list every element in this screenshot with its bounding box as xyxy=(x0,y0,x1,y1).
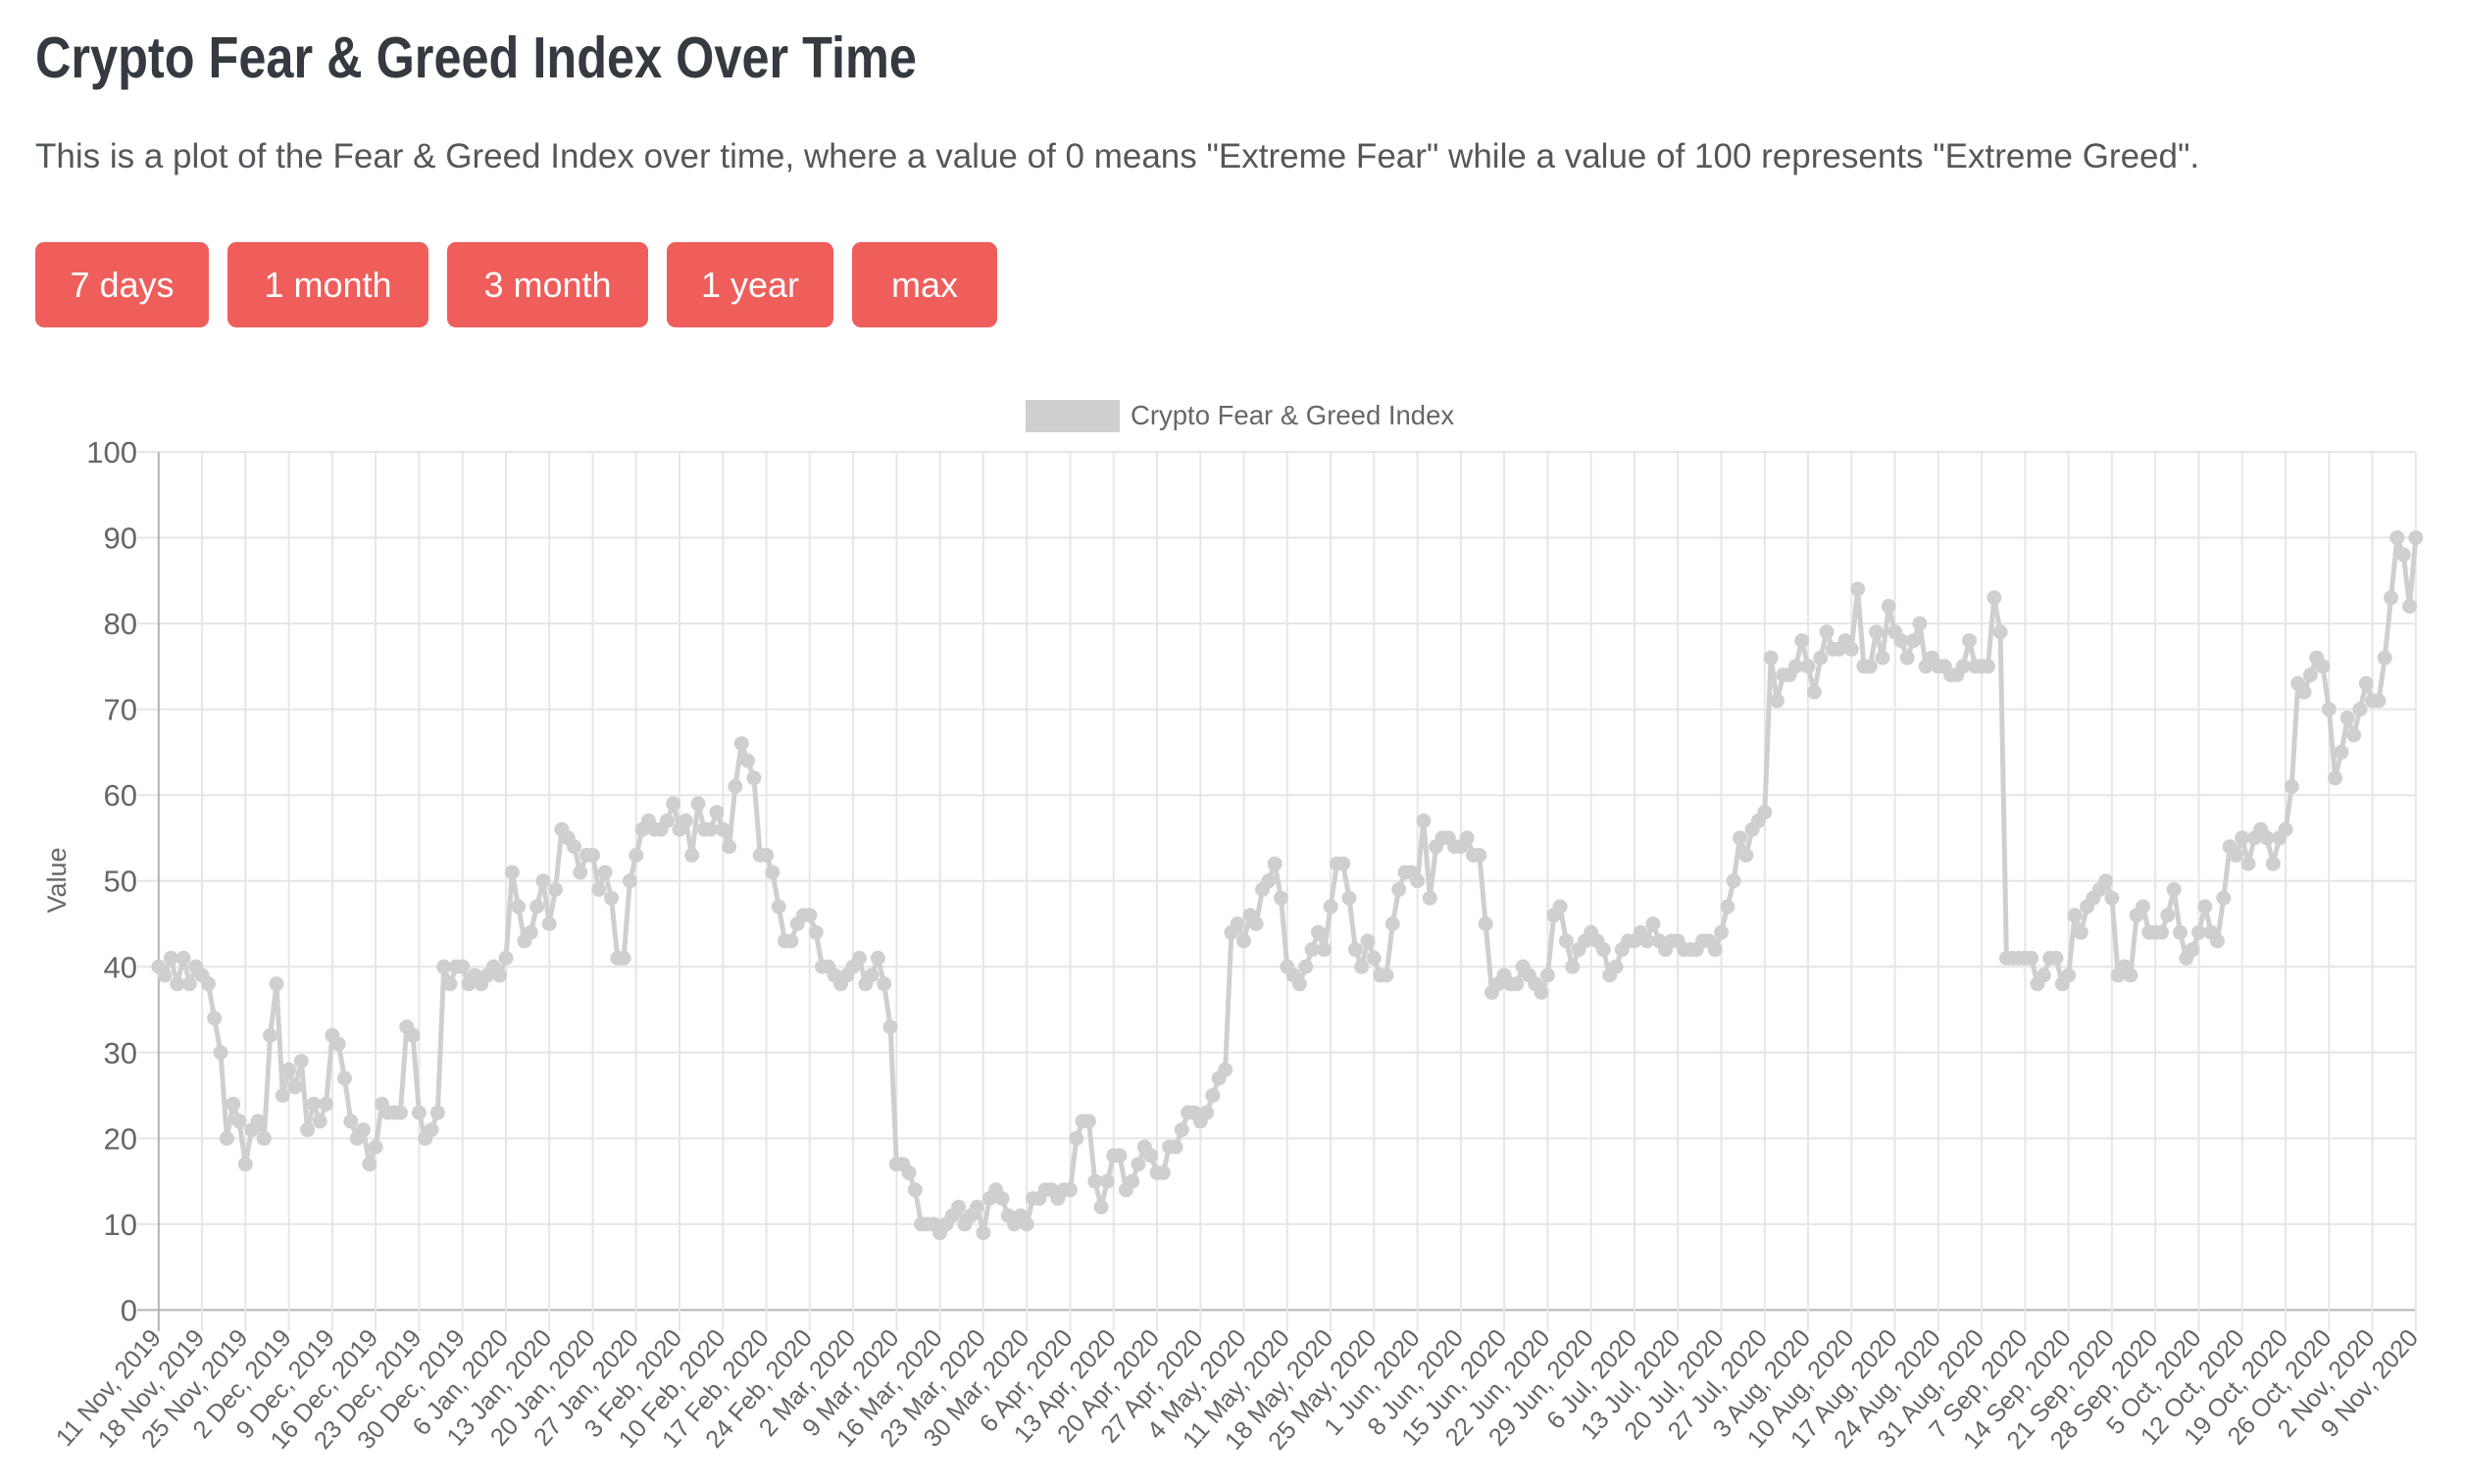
svg-text:30: 30 xyxy=(104,1036,137,1070)
svg-text:0: 0 xyxy=(121,1294,137,1328)
svg-text:80: 80 xyxy=(104,607,137,641)
svg-text:90: 90 xyxy=(104,521,137,556)
svg-text:60: 60 xyxy=(104,778,137,813)
svg-text:20: 20 xyxy=(104,1121,137,1156)
svg-text:10: 10 xyxy=(104,1208,137,1242)
svg-text:70: 70 xyxy=(104,693,137,727)
svg-text:Crypto Fear & Greed Index: Crypto Fear & Greed Index xyxy=(1131,400,1454,430)
svg-text:100: 100 xyxy=(86,435,137,470)
svg-text:Value: Value xyxy=(42,847,72,913)
svg-text:40: 40 xyxy=(104,950,137,984)
svg-text:50: 50 xyxy=(104,865,137,899)
